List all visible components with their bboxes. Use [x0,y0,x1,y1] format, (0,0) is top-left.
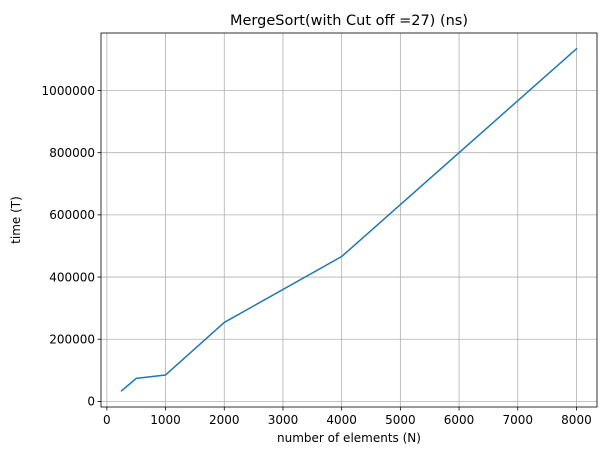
x-tick-label: 8000 [561,413,592,427]
x-tick-label: 4000 [326,413,357,427]
x-tick-label: 7000 [502,413,533,427]
chart-title: MergeSort(with Cut off =27) (ns) [230,13,468,29]
grid-lines [101,33,597,407]
y-tick-label: 1000000 [42,84,95,98]
x-tick-label: 3000 [268,413,299,427]
series-line [120,47,578,392]
y-tick-label: 800000 [49,146,95,160]
x-axis: 0 1000 2000 3000 4000 5000 6000 7000 8000 [103,407,592,427]
y-axis: 0 200000 400000 600000 800000 1000000 [42,84,101,409]
y-tick-label: 0 [87,395,95,409]
x-axis-label: number of elements (N) [277,431,421,445]
y-tick-label: 600000 [49,208,95,222]
y-tick-label: 400000 [49,270,95,284]
x-tick-label: 5000 [385,413,416,427]
x-tick-label: 0 [103,413,111,427]
x-tick-label: 6000 [444,413,475,427]
y-axis-label: time (T) [9,196,23,244]
y-tick-label: 200000 [49,333,95,347]
x-tick-label: 1000 [150,413,181,427]
x-tick-label: 2000 [209,413,240,427]
plot-frame [100,32,598,408]
series-layer [120,47,578,392]
